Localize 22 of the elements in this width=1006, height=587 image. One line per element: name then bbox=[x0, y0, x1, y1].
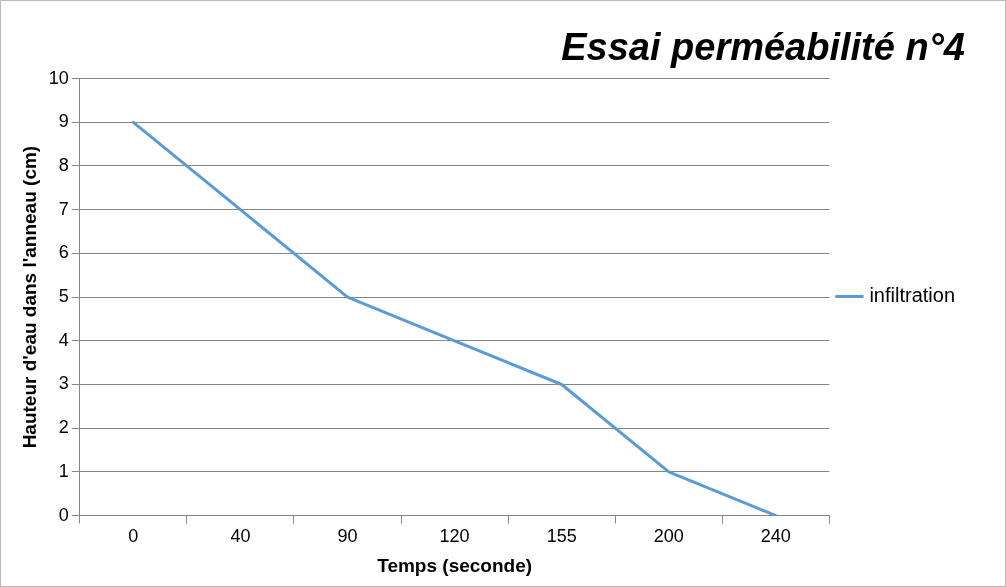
y-tick-label: 5 bbox=[58, 286, 69, 307]
y-tick-label: 2 bbox=[58, 417, 69, 438]
y-tick-label: 9 bbox=[58, 111, 69, 132]
chart-title: Essai perméabilité n°4 bbox=[561, 26, 965, 69]
y-tick-label: 0 bbox=[58, 504, 69, 525]
x-tick-label: 0 bbox=[128, 526, 139, 547]
y-axis-title: Hauteur d'eau dans l'anneau (cm) bbox=[18, 145, 40, 449]
y-tick-label: 3 bbox=[58, 373, 69, 394]
y-tick-label: 8 bbox=[58, 154, 69, 175]
y-tick-label: 6 bbox=[58, 242, 69, 263]
x-tick-label: 120 bbox=[439, 526, 470, 547]
y-tick-label: 4 bbox=[58, 329, 69, 350]
x-tick-label: 240 bbox=[760, 526, 791, 547]
x-axis-title: Temps (seconde) bbox=[377, 554, 533, 576]
y-tick-label: 7 bbox=[58, 198, 69, 219]
legend-label: infiltration bbox=[869, 284, 956, 307]
x-tick-label: 200 bbox=[653, 526, 684, 547]
x-tick-label: 90 bbox=[337, 526, 358, 547]
x-tick-label: 155 bbox=[546, 526, 577, 547]
y-tick-label: 1 bbox=[58, 460, 69, 481]
x-tick-label: 40 bbox=[230, 526, 251, 547]
y-tick-label: 10 bbox=[48, 67, 69, 88]
